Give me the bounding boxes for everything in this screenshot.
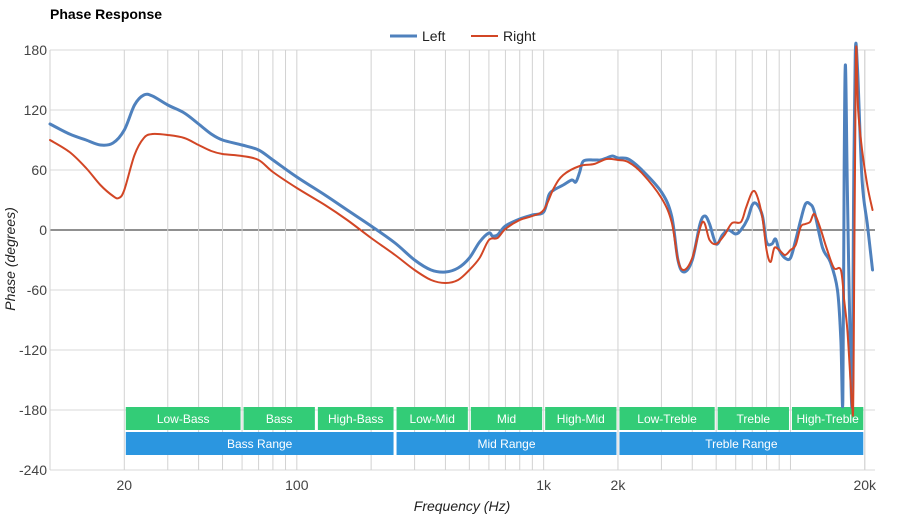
- band-rect: [317, 407, 394, 430]
- x-tick-label: 20: [117, 477, 133, 493]
- chart-title: Phase Response: [50, 6, 162, 22]
- y-tick-label: -120: [19, 342, 47, 358]
- band-mid: Mid: [470, 407, 543, 430]
- band-rect: [243, 407, 315, 430]
- band-rect: [545, 407, 617, 430]
- y-tick-label: 60: [31, 162, 47, 178]
- band-label: Treble: [737, 412, 771, 426]
- y-axis-ticks: 180 120 60 0 -60 -120 -180 -240: [19, 42, 47, 478]
- band-bass: Bass: [243, 407, 315, 430]
- band-label: High-Treble: [797, 412, 860, 426]
- band-label: Treble Range: [705, 437, 778, 451]
- y-tick-label: 0: [39, 222, 47, 238]
- legend-label: Right: [503, 28, 536, 44]
- band-low-treble: Low-Treble: [619, 407, 715, 430]
- band-rect: [791, 407, 864, 430]
- legend-label: Left: [422, 28, 445, 44]
- series-lines: [48, 41, 875, 417]
- band-treble: Treble: [717, 407, 789, 430]
- band-rect: [619, 407, 715, 430]
- y-axis-label: Phase (degrees): [2, 207, 18, 311]
- band-label: Mid: [497, 412, 516, 426]
- band-rect: [125, 432, 394, 455]
- band-mid-range: Mid Range: [396, 432, 617, 455]
- series-line-left: [48, 41, 875, 409]
- grid: [49, 49, 875, 471]
- y-tick-label: -240: [19, 462, 47, 478]
- band-high-bass: High-Bass: [317, 407, 394, 430]
- band-bass-range: Bass Range: [125, 432, 394, 455]
- legend: Left Right: [390, 28, 536, 44]
- y-tick-label: 180: [24, 42, 48, 58]
- band-label: Bass: [266, 412, 293, 426]
- x-tick-label: 20k: [853, 477, 877, 493]
- x-axis-ticks: 20 100 1k 2k 20k: [117, 477, 878, 493]
- band-rect: [125, 407, 241, 430]
- y-tick-label: 120: [24, 102, 48, 118]
- y-tick-label: -180: [19, 402, 47, 418]
- band-label: Low-Treble: [637, 412, 697, 426]
- frequency-bands: Low-Bass Bass High-Bass Low-Mid Mid High-Mid L…: [125, 407, 864, 455]
- band-label: Low-Mid: [410, 412, 455, 426]
- x-tick-label: 1k: [536, 477, 552, 493]
- band-label: Low-Bass: [157, 412, 210, 426]
- band-treble-range: Treble Range: [619, 432, 864, 455]
- x-tick-label: 2k: [611, 477, 627, 493]
- band-label: Bass Range: [227, 437, 293, 451]
- y-tick-label: -60: [27, 282, 47, 298]
- band-rect: [396, 432, 617, 455]
- series-line-right: [49, 45, 874, 417]
- band-rect: [717, 407, 789, 430]
- legend-item-left: Left: [390, 28, 445, 44]
- band-label: High-Bass: [328, 412, 383, 426]
- band-rect: [619, 432, 864, 455]
- band-low-mid: Low-Mid: [396, 407, 468, 430]
- band-high-mid: High-Mid: [545, 407, 617, 430]
- band-label: Mid Range: [477, 437, 535, 451]
- band-high-treble: High-Treble: [791, 407, 864, 430]
- legend-item-right: Right: [471, 28, 536, 44]
- x-axis-label: Frequency (Hz): [414, 498, 510, 514]
- band-label: High-Mid: [557, 412, 605, 426]
- x-tick-label: 100: [285, 477, 309, 493]
- band-rect: [396, 407, 468, 430]
- band-low-bass: Low-Bass: [125, 407, 241, 430]
- band-rect: [470, 407, 543, 430]
